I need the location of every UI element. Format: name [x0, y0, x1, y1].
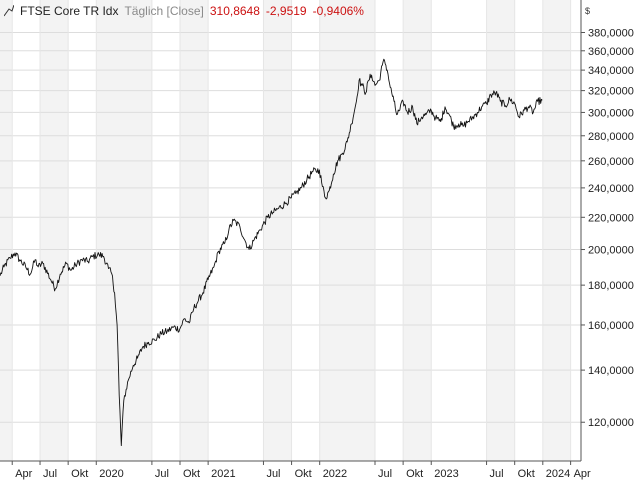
y-tick-label: 240,0000 [588, 183, 634, 195]
y-tick-label: 360,0000 [588, 46, 634, 58]
y-tick-label: 320,0000 [588, 86, 634, 98]
y-tick-label: 280,0000 [588, 131, 634, 143]
x-tick-label: Jul [266, 468, 280, 480]
x-tick-label: Jul [43, 468, 57, 480]
shaded-band [486, 0, 515, 461]
grid-lines [0, 0, 581, 461]
y-tick-label: 160,0000 [588, 320, 634, 332]
shaded-band [263, 0, 292, 461]
x-tick-label: Okt [183, 468, 200, 480]
y-axis-ticks: 120,0000 140,0000 160,0000 180,0000 200,0000… [581, 28, 634, 429]
x-tick-label: Okt [406, 468, 423, 480]
x-tick-label: Apr [15, 468, 32, 480]
x-tick-label: 2022 [323, 468, 347, 480]
y-tick-label: 180,0000 [588, 280, 634, 292]
x-tick-label: Jul [155, 468, 169, 480]
month-bands [0, 0, 571, 461]
y-tick-label: 120,0000 [588, 417, 634, 429]
y-tick-label: 140,0000 [588, 365, 634, 377]
axes [0, 0, 582, 462]
x-tick-label: Okt [295, 468, 312, 480]
shaded-band [403, 0, 432, 461]
y-tick-label: 260,0000 [588, 156, 634, 168]
x-tick-label: Jul [378, 468, 392, 480]
series-layer [0, 58, 543, 447]
x-tick-label: 2021 [211, 468, 235, 480]
y-tick-label: 380,0000 [588, 28, 634, 40]
chart-header: FTSE Core TR Idx Täglich [Close] 310,864… [4, 3, 364, 19]
x-tick-label: Apr [574, 468, 591, 480]
shaded-band [319, 0, 376, 461]
change-value: -2,9519 [265, 4, 307, 18]
y-tick-label: 340,0000 [588, 65, 634, 77]
x-tick-label: Okt [518, 468, 535, 480]
shaded-band [542, 0, 571, 461]
x-tick-label: 2020 [99, 468, 123, 480]
x-axis-ticks: Apr Jul Okt 2020 Jul Okt 2021 Jul Okt 2022 Jul Okt 2… [11, 461, 591, 480]
x-tick-label: 2024 [546, 468, 570, 480]
instrument-name: FTSE Core TR Idx [20, 4, 119, 18]
last-value: 310,8648 [209, 4, 260, 18]
x-tick-label: 2023 [434, 468, 458, 480]
shaded-band [180, 0, 209, 461]
interval-mode: Täglich [Close] [124, 4, 204, 18]
shaded-band [40, 0, 69, 461]
y-tick-label: 300,0000 [588, 107, 634, 119]
currency-label: $ [585, 6, 591, 16]
x-tick-label: Jul [490, 468, 504, 480]
x-tick-label: Okt [71, 468, 88, 480]
shaded-band [0, 0, 13, 461]
price-series-line [0, 58, 543, 447]
line-chart-icon [4, 5, 14, 17]
y-tick-label: 200,0000 [588, 245, 634, 257]
change-percent: -0,9406% [312, 4, 364, 18]
shaded-band [96, 0, 152, 461]
y-tick-label: 220,0000 [588, 212, 634, 224]
